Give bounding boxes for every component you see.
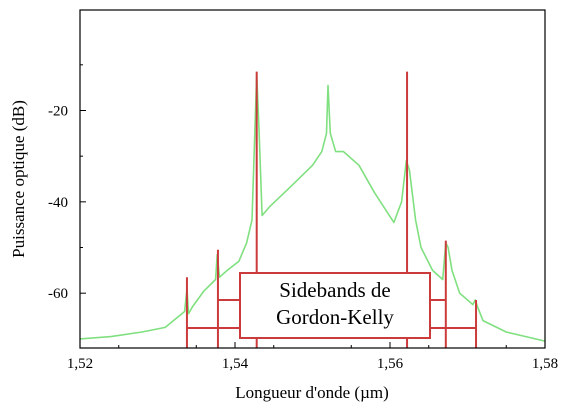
plot-frame — [79, 9, 546, 349]
annotation-box — [239, 272, 431, 339]
y-tick-label: -60 — [48, 286, 68, 302]
x-tick-label: 1,58 — [532, 356, 558, 372]
annotation-text-line: Sidebands de — [279, 278, 390, 302]
annotation-text-line: Gordon-Kelly — [276, 305, 394, 329]
x-tick-label: 1,56 — [377, 356, 404, 372]
x-tick-label: 1,52 — [67, 356, 93, 372]
y-axis-title: Puissance optique (dB) — [9, 100, 28, 258]
x-axis-title: Longueur d'onde (µm) — [235, 383, 389, 402]
x-tick-label: 1,54 — [222, 356, 249, 372]
spectrum-line — [79, 73, 546, 342]
y-tick-label: -20 — [48, 103, 68, 119]
y-tick-label: -40 — [48, 195, 68, 211]
